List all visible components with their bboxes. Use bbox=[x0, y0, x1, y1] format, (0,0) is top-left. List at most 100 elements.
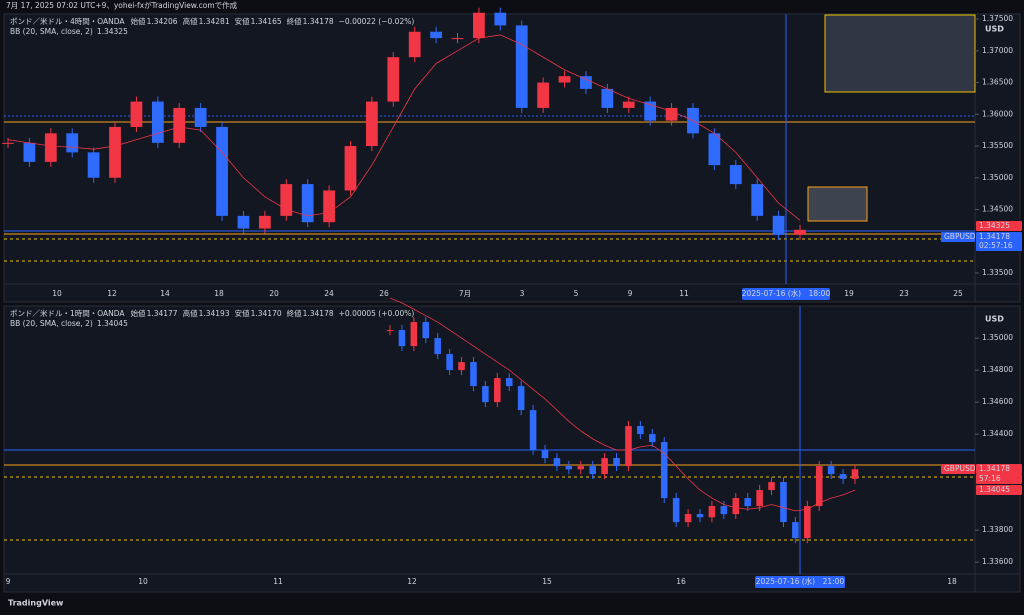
candle bbox=[644, 101, 657, 121]
price-badge bbox=[976, 241, 1022, 251]
x-tick-label: 9 bbox=[628, 289, 633, 298]
top-bar: 7月 17, 2025 07:02 UTC+9、yohei-fxがTrading… bbox=[6, 0, 238, 10]
candle bbox=[696, 514, 704, 518]
candle bbox=[194, 107, 207, 127]
candle bbox=[517, 386, 525, 411]
y-tick-label: 1.34400 bbox=[982, 429, 1013, 438]
candle bbox=[537, 82, 550, 108]
bb-label: BB (20, SMA, close, 2) bbox=[10, 319, 93, 328]
candle bbox=[505, 378, 513, 387]
candle bbox=[768, 482, 775, 491]
price-label: GBPUSD bbox=[944, 464, 976, 473]
y-tick-label: 1.33500 bbox=[982, 268, 1013, 277]
x-tick-label: 18 bbox=[947, 577, 957, 586]
y-tick-label: 1.34600 bbox=[982, 397, 1013, 406]
y-tick-label: 1.33800 bbox=[982, 525, 1013, 534]
crosshair-label: 2025-07-16 (水) 21:00 bbox=[756, 576, 845, 586]
price-badge bbox=[976, 474, 1022, 484]
candle bbox=[529, 410, 537, 451]
candle bbox=[408, 31, 421, 58]
candle bbox=[386, 330, 394, 332]
candle bbox=[601, 88, 614, 108]
change: +0.00005 (+0.00%) bbox=[339, 309, 415, 318]
candle bbox=[473, 12, 485, 39]
candle bbox=[625, 426, 632, 467]
crosshair-box bbox=[755, 576, 845, 588]
x-tick-label: 11 bbox=[273, 577, 283, 586]
candle bbox=[44, 133, 57, 162]
candle bbox=[216, 126, 228, 216]
price-label: 02:57:16 bbox=[979, 241, 1013, 250]
candle bbox=[839, 474, 847, 479]
ohlc: 1.34193 bbox=[199, 309, 230, 318]
candle bbox=[672, 498, 680, 523]
y-tick-label: 1.34800 bbox=[982, 365, 1013, 374]
bb-line bbox=[389, 297, 856, 512]
candle bbox=[258, 215, 271, 229]
ohlc: 終値 bbox=[287, 16, 302, 26]
candle bbox=[729, 165, 742, 185]
price-badge bbox=[941, 464, 975, 474]
x-tick-label: 12 bbox=[107, 289, 117, 298]
ohlc: 高値 bbox=[183, 308, 198, 318]
candle bbox=[430, 31, 442, 39]
y-tick-label: 1.35000 bbox=[982, 173, 1013, 182]
x-tick-label: 18 bbox=[214, 289, 224, 298]
candle bbox=[410, 322, 418, 347]
candle bbox=[237, 215, 250, 229]
candle bbox=[541, 450, 549, 459]
candle bbox=[515, 25, 528, 108]
x-tick-label: 24 bbox=[324, 289, 334, 298]
candle bbox=[109, 126, 121, 178]
candle bbox=[387, 57, 400, 102]
crosshair-box bbox=[742, 288, 830, 300]
symbol: ポンド／米ドル・1時間・OANDA bbox=[10, 308, 125, 318]
y-tick-label: 1.33600 bbox=[982, 557, 1013, 566]
ohlc: 1.34170 bbox=[251, 309, 282, 318]
candle bbox=[827, 466, 835, 475]
candle bbox=[851, 469, 859, 479]
candle bbox=[660, 442, 668, 499]
candle bbox=[732, 498, 740, 515]
ohlc: 始値 bbox=[131, 16, 146, 26]
candle bbox=[494, 378, 501, 403]
candle bbox=[434, 338, 441, 355]
candle bbox=[301, 184, 314, 223]
ohlc: 1.34206 bbox=[147, 17, 178, 26]
ohlc: 1.34165 bbox=[251, 17, 282, 26]
y-tick-label: 1.37500 bbox=[982, 14, 1013, 23]
candle bbox=[637, 426, 644, 435]
candle bbox=[451, 38, 464, 40]
price-label: GBPUSD bbox=[944, 232, 976, 241]
candle bbox=[553, 458, 561, 467]
ohlc: 1.34281 bbox=[199, 17, 230, 26]
bb-line bbox=[7, 34, 801, 221]
candle bbox=[577, 466, 585, 470]
bb-value: 1.34325 bbox=[97, 27, 128, 36]
candle bbox=[494, 12, 507, 26]
candle bbox=[815, 466, 823, 507]
candle bbox=[772, 215, 785, 235]
price-label: 57:16 bbox=[979, 474, 1001, 483]
change: −0.00022 (−0.02%) bbox=[339, 17, 415, 26]
candle bbox=[649, 434, 656, 443]
candle bbox=[23, 142, 36, 162]
y-tick-label: 1.37000 bbox=[982, 46, 1013, 55]
y-tick-label: 1.36000 bbox=[982, 109, 1013, 118]
candle bbox=[756, 490, 763, 507]
y-tick-label: 1.34500 bbox=[982, 204, 1013, 213]
price-badge bbox=[976, 464, 1022, 474]
candle bbox=[565, 466, 573, 470]
x-tick-label: 12 bbox=[407, 577, 417, 586]
ohlc: 安値 bbox=[235, 16, 250, 26]
candle bbox=[622, 101, 635, 108]
candle bbox=[446, 354, 453, 371]
zone-box bbox=[807, 186, 868, 222]
x-tick-label: 16 bbox=[676, 577, 686, 586]
candle bbox=[708, 506, 716, 518]
candle bbox=[458, 362, 465, 371]
candle bbox=[684, 514, 692, 523]
ohlc: 高値 bbox=[183, 16, 198, 26]
price-badge bbox=[976, 221, 1022, 231]
symbol: ポンド／米ドル・4時間・OANDA bbox=[10, 16, 125, 26]
